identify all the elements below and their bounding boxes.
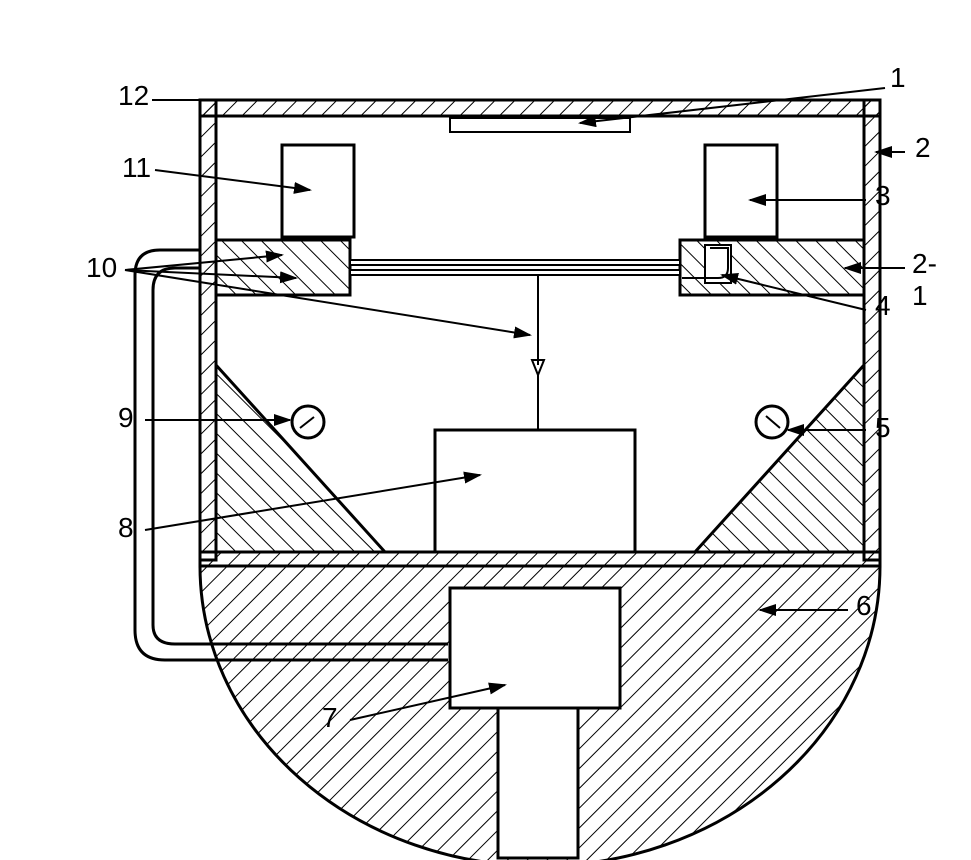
label-8: 8 — [118, 512, 134, 544]
label-2-1: 2-1 — [912, 248, 937, 312]
center-box — [435, 430, 635, 552]
label-11: 11 — [122, 152, 151, 184]
label-3: 3 — [875, 180, 891, 212]
diagram-svg — [50, 30, 971, 860]
label-10: 10 — [86, 252, 117, 284]
label-7: 7 — [322, 702, 338, 734]
label-6: 6 — [856, 590, 872, 622]
label-12: 12 — [118, 80, 149, 112]
right-wedge — [695, 365, 864, 552]
label-1: 1 — [890, 62, 906, 94]
label-2: 2 — [915, 132, 931, 164]
right-upper-box — [705, 145, 777, 237]
cross-section-diagram: 1 2 2-1 3 4 5 6 7 8 9 10 11 12 — [50, 30, 920, 810]
left-upper-box — [282, 145, 354, 237]
label-5: 5 — [875, 412, 891, 444]
left-wedge — [216, 365, 385, 552]
label-4: 4 — [875, 290, 891, 322]
label-9: 9 — [118, 402, 134, 434]
